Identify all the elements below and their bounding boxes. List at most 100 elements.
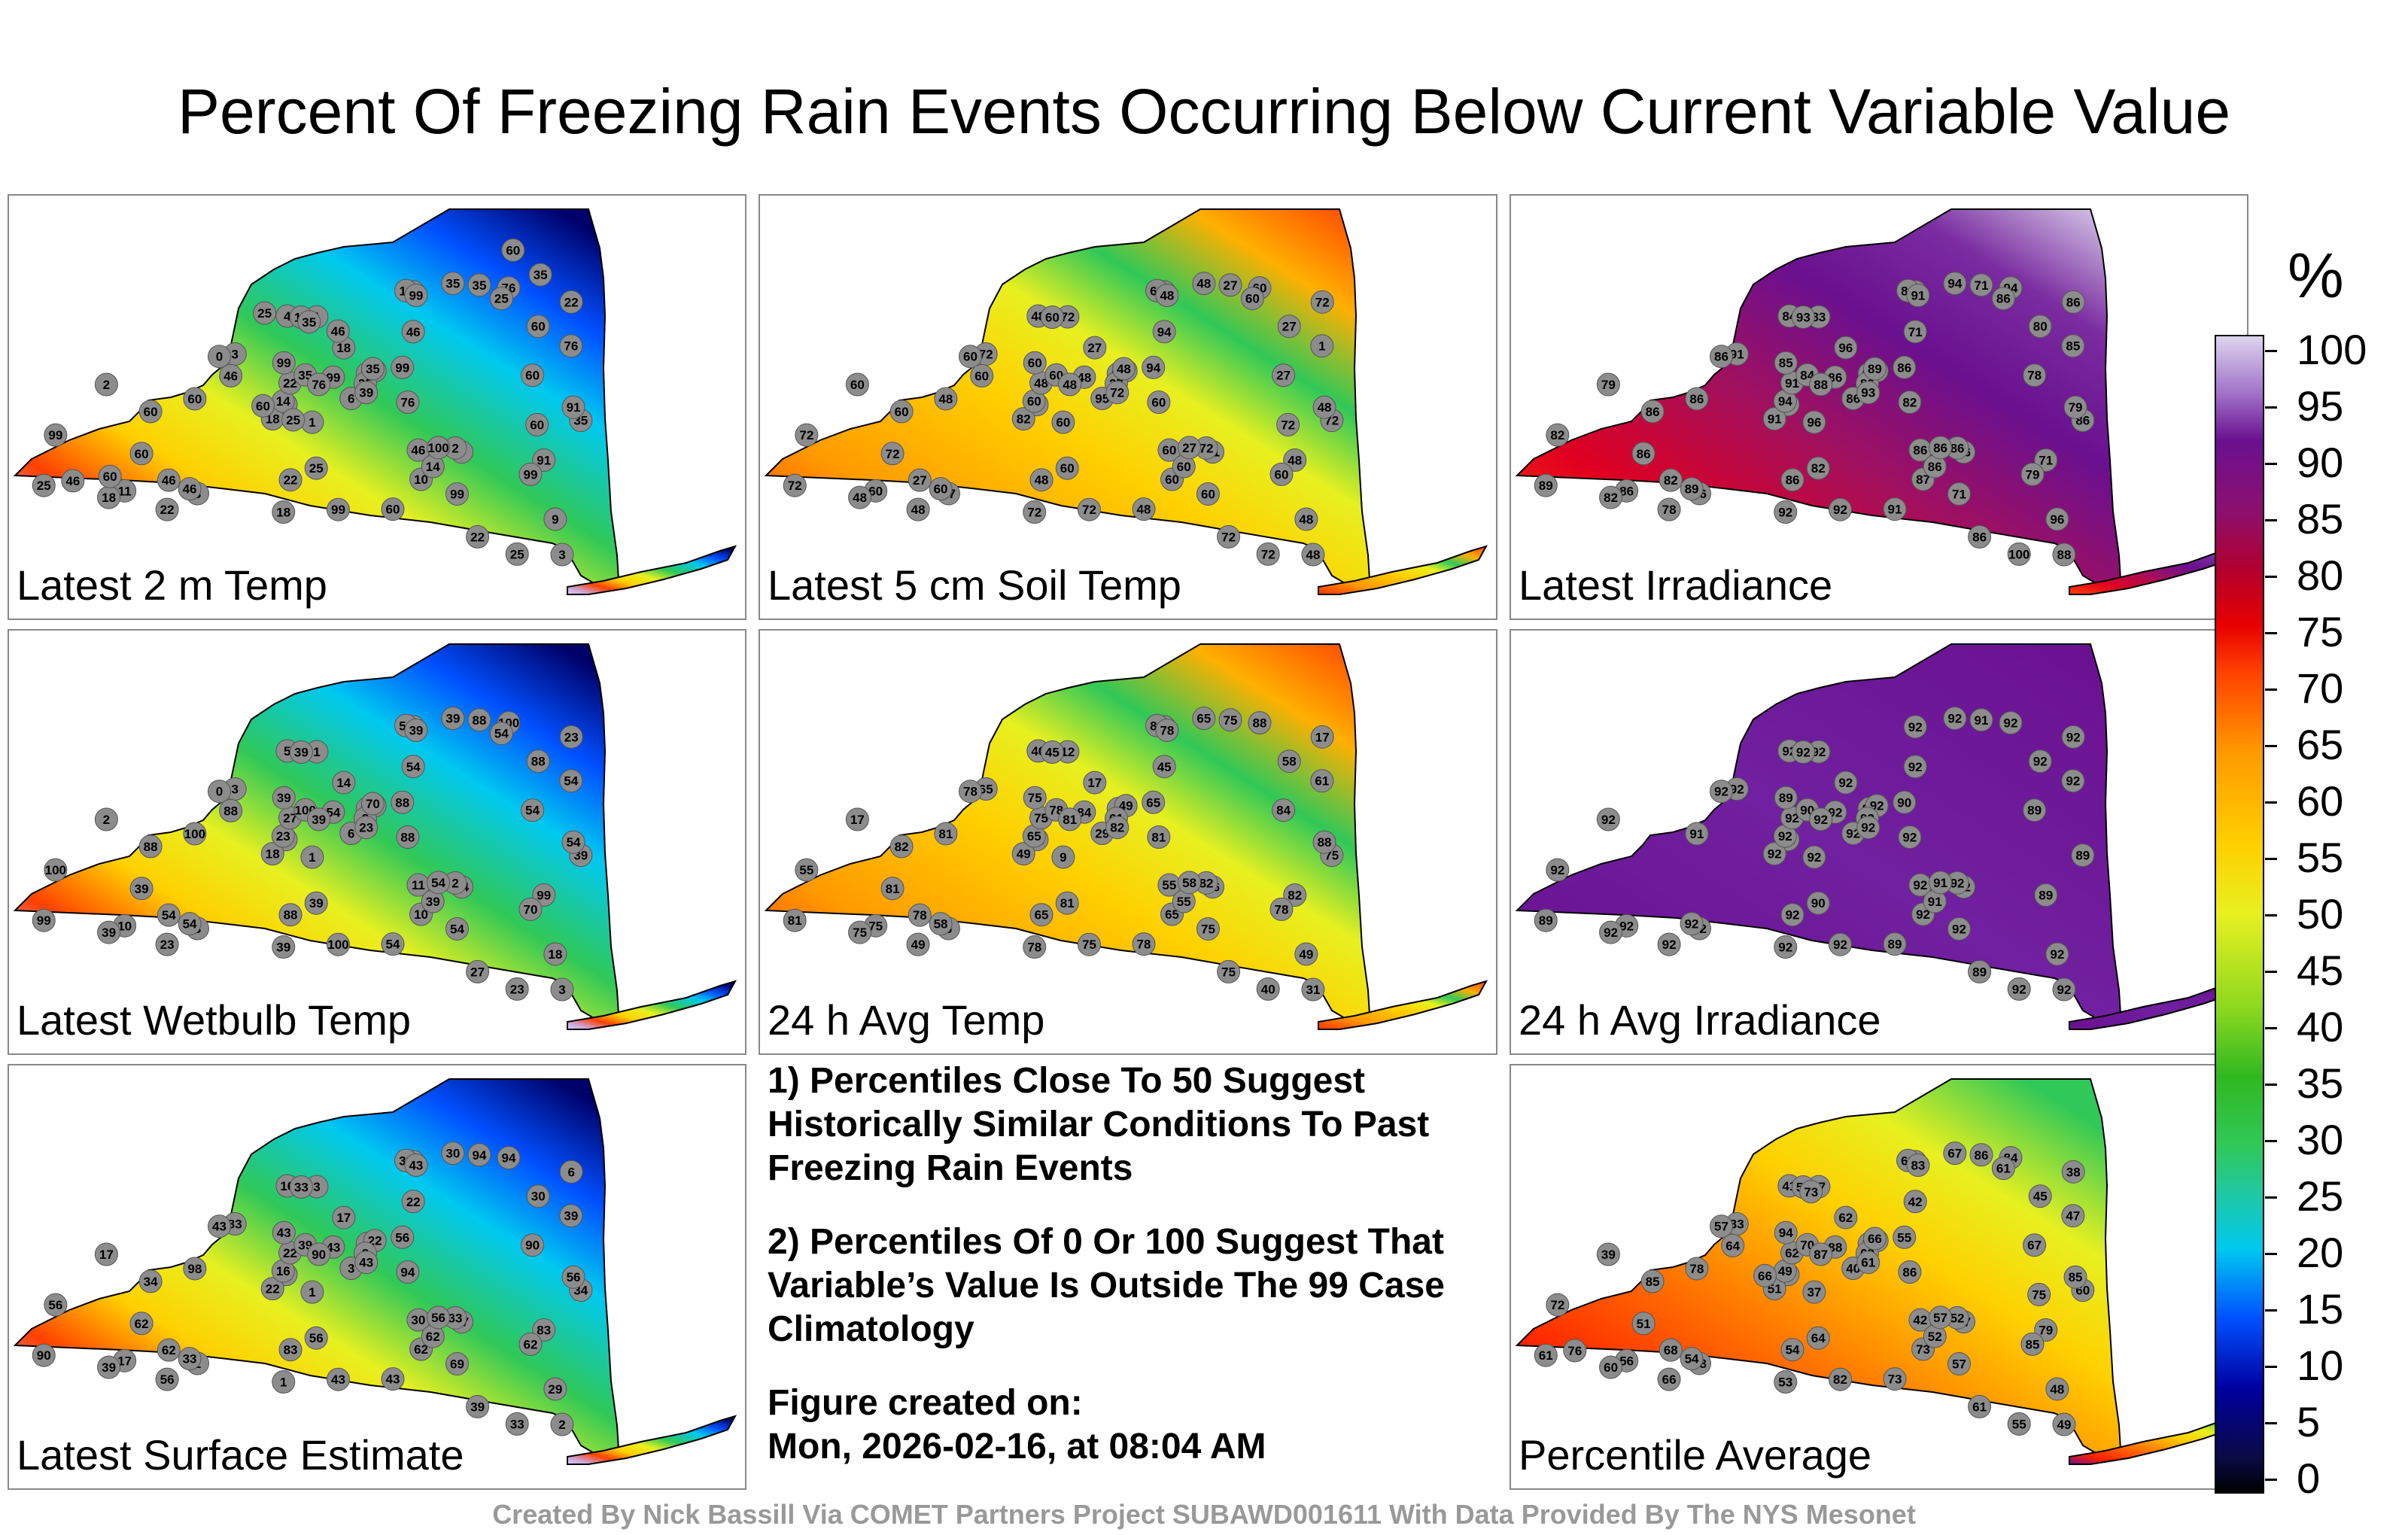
station-marker: 18 [543,942,567,966]
station-dot [272,1370,296,1394]
colorbar-tick [2265,1084,2277,1086]
station-marker: 60 [929,477,953,501]
notes-block: 1) Percentiles Close To 50 Suggest Histo… [768,1059,1460,1469]
created-label: Figure created on: [768,1383,1083,1423]
station-value: 99 [395,360,409,375]
station-marker: 54 [489,722,513,746]
station-dot [518,897,543,921]
station-value: 25 [257,306,272,321]
panel-latest-surface-estimate: 1261363217622221617173333222730391612230… [8,1064,746,1490]
station-marker: 99 [32,908,56,932]
station-value: 90 [1897,795,1911,810]
station-value: 82 [1604,491,1618,505]
station-value: 52 [1950,1311,1965,1325]
station-marker: 92 [1947,916,1971,941]
station-dot [360,792,385,816]
station-value: 94 [1779,1226,1793,1240]
station-value: 49 [1299,947,1313,962]
station-marker: 88 [391,790,415,814]
station-value: 85 [2026,1337,2040,1351]
station-value: 14 [336,776,351,790]
station-value: 54 [1786,1343,1800,1357]
station-dot [526,749,550,774]
station-dot [1709,345,1733,369]
station-value: 70 [524,902,538,916]
station-value: 48 [1035,473,1049,488]
station-dot [1774,351,1798,375]
station-marker: 54 [381,932,405,956]
station-value: 33 [510,1417,524,1431]
station-value: 71 [1908,325,1923,339]
station-dot [1774,935,1798,959]
station-marker: 92 [1943,707,1967,731]
station-marker: 27 [908,468,932,492]
station-marker: 9 [543,507,567,531]
colorbar-tick-label: 90 [2297,439,2344,486]
station-dot [1947,1351,1971,1375]
station-marker: 45 [2028,1184,2052,1208]
station-marker: 92 [1828,497,1852,521]
station-dot [2045,507,2069,531]
station-value: 92 [1685,917,1699,932]
station-value: 82 [1110,821,1124,835]
station-dot [1774,1220,1798,1245]
station-marker: 39 [289,740,313,764]
station-marker: 76 [307,372,331,397]
station-marker: 35 [467,273,491,297]
station-value: 99 [331,503,345,517]
station-marker: 92 [1828,932,1852,956]
station-dot [1256,977,1280,1001]
station-marker: 39 [272,935,296,959]
station-marker: 92 [2045,942,2069,966]
station-marker: 53 [1774,1370,1798,1394]
station-marker: 58 [1277,749,1301,774]
station-marker: 86 [1631,442,1655,466]
long-island-outline [1318,545,1488,595]
station-value: 86 [1689,392,1704,406]
station-dot [1780,468,1804,492]
station-value: 72 [979,348,993,362]
station-value: 64 [1725,1239,1740,1253]
colorbar [2215,335,2264,1494]
station-dot [98,464,122,488]
station-value: 68 [1664,1343,1678,1357]
station-marker: 92 [2061,769,2085,793]
station-value: 72 [1315,295,1330,309]
state-outline [1515,1078,2122,1462]
station-marker: 67 [1943,1141,1967,1166]
colorbar-tick-label: 0 [2297,1454,2321,1502]
colorbar-tick [2265,1366,2277,1368]
station-marker: 89 [2071,843,2095,868]
station-marker: 60 [1022,389,1046,413]
station-marker: 100 [2007,542,2031,566]
station-value: 17 [336,1211,351,1225]
station-dot [2020,1332,2045,1356]
map-svg: 6060602772729548607282944827607260729160… [764,208,1488,595]
station-value: 86 [1714,350,1728,364]
station-dot [183,387,207,411]
station-dot [396,825,420,850]
station-value: 90 [312,1248,326,1262]
station-value: 71 [1952,487,1966,501]
station-dot [1780,1338,1804,1362]
station-marker: 54 [445,916,469,941]
station-dot [1294,507,1318,531]
station-dot [1055,891,1079,915]
station-marker: 34 [138,1269,163,1293]
station-value: 62 [162,1343,176,1357]
station-value: 54 [450,922,464,936]
station-dot [1903,320,1927,344]
station-dot [1906,1153,1930,1177]
station-value: 48 [1306,548,1320,562]
station-dot [272,786,296,810]
station-dot [207,780,231,804]
station-value: 75 [1221,965,1236,979]
colorbar-tick [2265,1253,2277,1255]
station-value: 73 [1804,1185,1818,1199]
station-value: 89 [2075,849,2090,863]
station-dot [1155,283,1179,307]
station-value: 81 [1063,813,1077,827]
station-dot [1969,708,1993,732]
station-dot [795,423,819,447]
colorbar-tick-label: 15 [2297,1285,2344,1333]
